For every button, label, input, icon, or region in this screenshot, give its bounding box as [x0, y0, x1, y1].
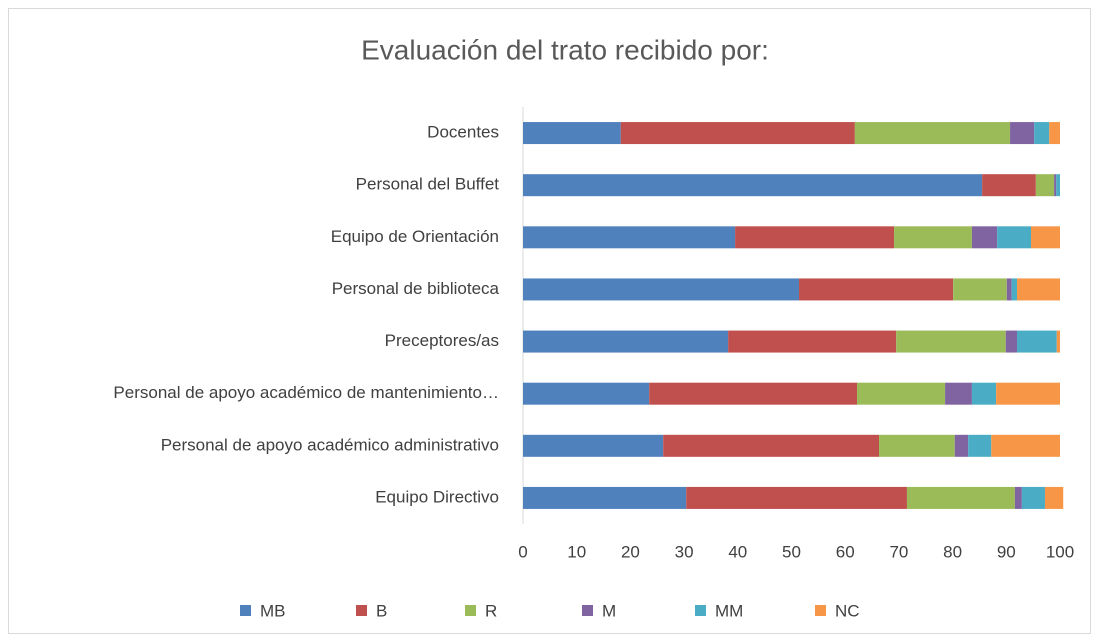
bar-segment: [896, 330, 1006, 353]
y-tick-label: Personal de apoyo académico de mantenimi…: [113, 383, 499, 402]
x-tick-label: 90: [997, 542, 1016, 561]
legend-swatch: [240, 605, 251, 616]
bar-segment: [523, 330, 729, 353]
y-tick-label: Equipo Directivo: [375, 487, 499, 506]
bar-segment: [1014, 486, 1022, 509]
bar-segment: [523, 278, 800, 301]
legend-swatch: [465, 605, 476, 616]
x-tick-label: 50: [782, 542, 801, 561]
bar-segment: [857, 382, 946, 405]
bar-segment: [735, 226, 895, 249]
bar-segment: [523, 382, 650, 405]
bar-segment: [1005, 330, 1018, 353]
legend-label: R: [485, 601, 497, 620]
bar-segment: [991, 434, 1060, 457]
bar-segment: [906, 486, 1015, 509]
bar-segment: [982, 174, 1036, 197]
x-tick-label: 60: [836, 542, 855, 561]
legend-label: NC: [835, 601, 860, 620]
bar-segment: [1017, 278, 1060, 301]
bar-segment: [523, 174, 983, 197]
y-tick-label: Personal del Buffet: [356, 175, 500, 194]
bar-segment: [971, 382, 997, 405]
bar-segment: [1034, 122, 1050, 145]
legend-label: B: [376, 601, 387, 620]
y-tick-label: Personal de apoyo académico administrati…: [161, 435, 499, 454]
bar-segment: [996, 382, 1060, 405]
bar-segment: [1031, 226, 1060, 249]
bar-segment: [1006, 278, 1012, 301]
bar-segment: [1011, 278, 1018, 301]
bar-segment: [997, 226, 1032, 249]
legend-swatch: [356, 605, 367, 616]
y-tick-label: Preceptores/as: [385, 331, 499, 350]
bar-segment: [1044, 486, 1064, 509]
x-tick-label: 10: [567, 542, 586, 561]
x-tick-label: 80: [943, 542, 962, 561]
x-tick-label: 20: [621, 542, 640, 561]
bar-segment: [663, 434, 880, 457]
bar-segment: [799, 278, 954, 301]
bar-segment: [620, 122, 855, 145]
x-tick-label: 100: [1046, 542, 1074, 561]
legend-label: M: [602, 601, 616, 620]
bar-segment: [523, 486, 687, 509]
y-tick-label: Docentes: [427, 123, 499, 142]
bar-segment: [1017, 330, 1057, 353]
bar-segment: [1054, 174, 1057, 197]
legend-label: MM: [715, 601, 743, 620]
legend-label: MB: [260, 601, 286, 620]
bar-segment: [1049, 122, 1060, 145]
legend-swatch: [695, 605, 706, 616]
y-tick-label: Personal de biblioteca: [332, 279, 500, 298]
y-tick-label: Equipo de Orientación: [331, 227, 499, 246]
bar-segment: [523, 226, 736, 249]
legend-swatch: [815, 605, 826, 616]
bar-segment: [1056, 174, 1060, 197]
bar-segment: [1010, 122, 1035, 145]
bar-segment: [1035, 174, 1055, 197]
bar-segment: [894, 226, 972, 249]
legend-swatch: [582, 605, 593, 616]
bar-segment: [879, 434, 955, 457]
bar-segment: [523, 122, 621, 145]
bar-segment: [728, 330, 897, 353]
bar-segment: [523, 434, 664, 457]
bar-segment: [954, 434, 969, 457]
bar-segment: [945, 382, 972, 405]
bar-segment: [1021, 486, 1045, 509]
x-tick-label: 70: [889, 542, 908, 561]
x-tick-label: 40: [728, 542, 747, 561]
bar-segment: [854, 122, 1011, 145]
bar-segment: [686, 486, 907, 509]
bar-segment: [971, 226, 998, 249]
x-tick-label: 0: [518, 542, 527, 561]
bar-segment: [1056, 330, 1060, 353]
x-tick-label: 30: [675, 542, 694, 561]
chart-border: [8, 8, 1091, 634]
bar-segment: [953, 278, 1007, 301]
chart-title: Evaluación del trato recibido por:: [361, 34, 769, 65]
bar-segment: [968, 434, 992, 457]
bar-segment: [649, 382, 858, 405]
